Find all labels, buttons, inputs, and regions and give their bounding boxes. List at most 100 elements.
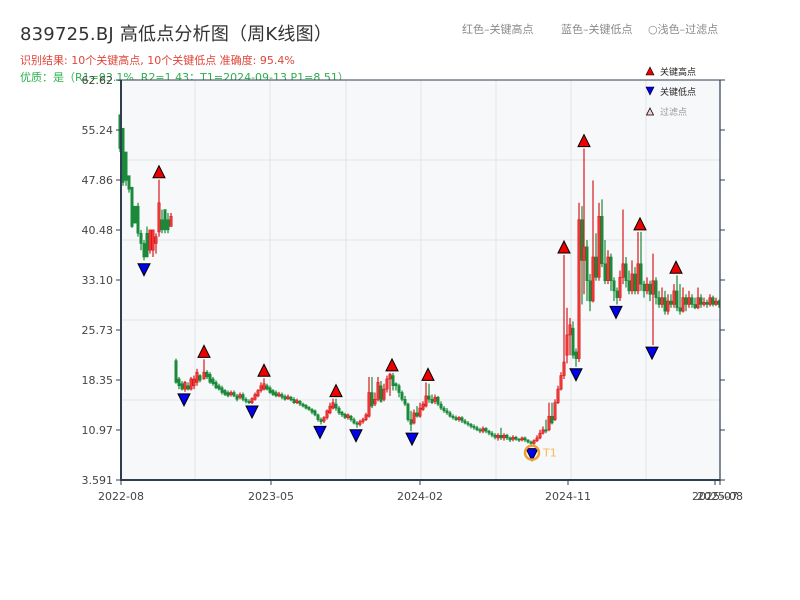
candle-body xyxy=(550,415,554,424)
candle-body xyxy=(612,280,616,292)
candle-body xyxy=(169,216,173,227)
candle-body xyxy=(223,390,227,395)
candle-body xyxy=(541,429,545,434)
candle-body xyxy=(666,300,670,312)
candle-body xyxy=(532,440,536,444)
candle-body xyxy=(391,375,395,387)
candle-body xyxy=(460,417,464,422)
candle-body xyxy=(529,441,533,444)
candle-body xyxy=(657,297,661,305)
candle-body xyxy=(163,209,167,231)
candle-body xyxy=(439,403,443,409)
candle-body xyxy=(346,414,350,418)
candle-body xyxy=(445,410,449,414)
candle-body xyxy=(388,373,392,380)
candle-body xyxy=(385,378,389,390)
candle-body xyxy=(340,411,344,416)
candle-body xyxy=(180,383,184,390)
candle-body xyxy=(672,290,676,305)
key-high-marker xyxy=(577,133,591,148)
legend-label: 关键高点 xyxy=(660,66,696,78)
candle-body xyxy=(174,360,178,383)
y-tick-label: 55.24 xyxy=(82,124,114,137)
candle-body xyxy=(514,436,518,440)
x-tick-label: 2024-11 xyxy=(545,490,591,503)
candle-body xyxy=(454,417,458,420)
candle-body xyxy=(349,415,353,420)
candle-body xyxy=(711,297,715,305)
candle-body xyxy=(145,232,149,258)
candle-body xyxy=(400,392,404,400)
candle-body xyxy=(702,302,706,305)
key-low-marker xyxy=(645,346,659,361)
key-low-marker xyxy=(525,448,539,462)
y-tick-label: 18.35 xyxy=(82,374,114,387)
candle-body xyxy=(295,400,299,403)
candle-body xyxy=(310,409,314,413)
candle-body xyxy=(472,426,476,429)
candle-body xyxy=(535,437,539,441)
candle-body xyxy=(421,403,425,410)
candle-body xyxy=(313,410,317,416)
candle-body xyxy=(708,297,712,305)
candle-body xyxy=(331,402,335,409)
candle-body xyxy=(606,256,610,282)
axes: 62.62 55.24 47.86 40.48 33.10 25.73 18.35 10.97… xyxy=(82,74,743,503)
x-tick-label: 2025-07 xyxy=(692,490,738,503)
candle-body xyxy=(211,378,215,385)
candle-body xyxy=(268,387,272,393)
candle-body xyxy=(418,407,422,417)
candle-body xyxy=(609,256,613,282)
candle-body xyxy=(463,420,467,424)
candle-body xyxy=(343,413,347,418)
candle-body xyxy=(621,263,625,278)
candle-body xyxy=(247,401,251,403)
y-tick-label: 40.48 xyxy=(82,224,114,237)
candle-body xyxy=(406,403,410,420)
candle-body xyxy=(651,280,655,295)
x-tick-label: 2022-08 xyxy=(98,490,144,503)
candle-body xyxy=(556,388,560,403)
candle-body xyxy=(127,175,131,190)
candle-body xyxy=(466,422,470,425)
candle-body xyxy=(442,407,446,412)
candle-body xyxy=(475,427,479,431)
candle-body xyxy=(538,432,542,439)
candle-body xyxy=(660,297,664,305)
candle-body xyxy=(577,219,581,359)
candle-body xyxy=(253,394,257,400)
candle-body xyxy=(373,399,377,405)
y-tick-label: 62.62 xyxy=(82,74,114,87)
candle-body xyxy=(663,297,667,312)
candle-body xyxy=(430,399,434,403)
candle-body xyxy=(433,396,437,402)
candle-body xyxy=(283,396,287,400)
legend-text-blue-lows: 蓝色–关键低点 xyxy=(561,23,633,36)
candle-body xyxy=(250,398,254,403)
candle-body xyxy=(367,392,371,417)
candle-body xyxy=(403,399,407,405)
legend-text-filtered: ○浅色–过滤点 xyxy=(648,23,719,36)
candle-body xyxy=(669,300,673,305)
candle-body xyxy=(478,429,482,432)
candle-body xyxy=(325,410,329,418)
candle-body xyxy=(481,428,485,432)
candle-body xyxy=(409,419,413,425)
key-low-marker xyxy=(245,405,259,420)
candle-body xyxy=(133,205,137,224)
candle-body xyxy=(198,375,202,381)
candle-body xyxy=(337,407,341,414)
candle-body xyxy=(508,437,512,441)
candle-body xyxy=(627,280,631,292)
key-high-marker xyxy=(329,383,343,398)
y-tick-label: 47.86 xyxy=(82,174,114,187)
candle-body xyxy=(436,396,440,405)
candle-body xyxy=(571,327,575,356)
candle-body xyxy=(699,297,703,305)
candle-body xyxy=(574,351,578,359)
candle-body xyxy=(241,394,245,400)
candle-body xyxy=(202,371,206,380)
candle-body xyxy=(547,415,551,431)
